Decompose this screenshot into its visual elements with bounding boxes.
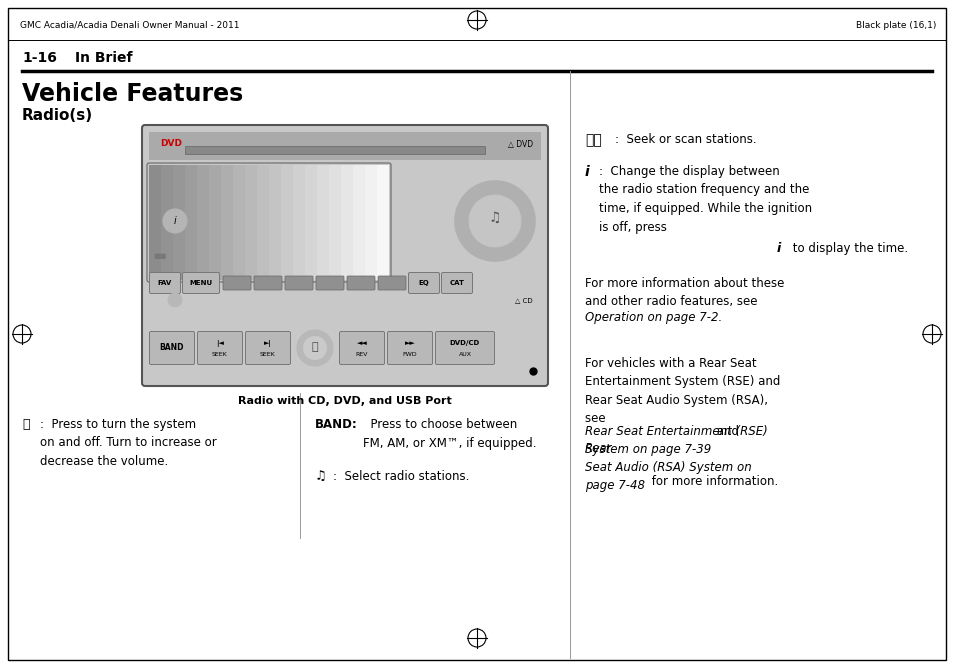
- Text: For more information about these
and other radio features, see: For more information about these and oth…: [584, 277, 783, 309]
- Bar: [233, 165, 245, 280]
- FancyBboxPatch shape: [253, 276, 282, 290]
- Text: i: i: [776, 242, 781, 255]
- Text: In Brief: In Brief: [75, 51, 132, 65]
- Bar: [221, 165, 233, 280]
- Text: ♫: ♫: [488, 211, 500, 225]
- Bar: [365, 165, 376, 280]
- Text: i: i: [173, 216, 176, 226]
- FancyBboxPatch shape: [387, 331, 432, 365]
- Text: Radio with CD, DVD, and USB Port: Radio with CD, DVD, and USB Port: [238, 396, 452, 406]
- Bar: [353, 165, 365, 280]
- Circle shape: [303, 336, 326, 359]
- Bar: [281, 165, 293, 280]
- Text: SEEK: SEEK: [260, 352, 275, 357]
- Text: Press to choose between
FM, AM, or XM™, if equipped.: Press to choose between FM, AM, or XM™, …: [363, 418, 536, 450]
- Text: EQ: EQ: [418, 280, 429, 286]
- Bar: [149, 165, 161, 280]
- FancyBboxPatch shape: [197, 331, 242, 365]
- FancyBboxPatch shape: [441, 273, 472, 293]
- Text: DVD/CD: DVD/CD: [450, 341, 479, 347]
- Bar: [185, 146, 484, 154]
- Text: Rear
Seat Audio (RSA) System on
page 7-48: Rear Seat Audio (RSA) System on page 7-4…: [584, 442, 751, 492]
- Bar: [161, 165, 172, 280]
- FancyBboxPatch shape: [223, 276, 251, 290]
- Text: ♫: ♫: [314, 470, 327, 483]
- Bar: [269, 165, 281, 280]
- Bar: [196, 165, 209, 280]
- Bar: [340, 165, 353, 280]
- Text: Vehicle Features: Vehicle Features: [22, 82, 243, 106]
- Text: ►►: ►►: [404, 341, 415, 347]
- FancyBboxPatch shape: [150, 331, 194, 365]
- Text: △ CD: △ CD: [515, 297, 533, 303]
- Bar: [245, 165, 256, 280]
- Text: FWD: FWD: [402, 352, 416, 357]
- Text: DVD: DVD: [160, 140, 182, 148]
- Text: For vehicles with a Rear Seat
Entertainment System (RSE) and
Rear Seat Audio Sys: For vehicles with a Rear Seat Entertainm…: [584, 357, 780, 426]
- Text: :  Select radio stations.: : Select radio stations.: [333, 470, 469, 483]
- Text: GMC Acadia/Acadia Denali Owner Manual - 2011: GMC Acadia/Acadia Denali Owner Manual - …: [20, 21, 239, 29]
- Text: FAV: FAV: [157, 280, 172, 286]
- Text: ⏻: ⏻: [22, 418, 30, 431]
- Text: ⏮⏭: ⏮⏭: [584, 133, 601, 147]
- FancyBboxPatch shape: [182, 273, 219, 293]
- Text: △ DVD: △ DVD: [507, 140, 533, 148]
- Circle shape: [469, 195, 520, 247]
- Bar: [185, 165, 196, 280]
- FancyBboxPatch shape: [142, 125, 547, 386]
- FancyBboxPatch shape: [377, 276, 406, 290]
- Bar: [209, 165, 221, 280]
- Text: BAND:: BAND:: [314, 418, 357, 431]
- Text: BAND: BAND: [159, 343, 184, 353]
- FancyBboxPatch shape: [347, 276, 375, 290]
- FancyBboxPatch shape: [408, 273, 439, 293]
- Text: 1-16: 1-16: [22, 51, 57, 65]
- Text: REV: REV: [355, 352, 368, 357]
- Text: :  Seek or scan stations.: : Seek or scan stations.: [615, 133, 756, 146]
- Circle shape: [168, 293, 182, 307]
- Text: :  Press to turn the system
on and off. Turn to increase or
decrease the volume.: : Press to turn the system on and off. T…: [40, 418, 216, 468]
- FancyBboxPatch shape: [435, 331, 494, 365]
- Text: Radio(s): Radio(s): [22, 108, 93, 124]
- Text: for more information.: for more information.: [647, 475, 778, 488]
- Bar: [293, 165, 305, 280]
- Text: ►|: ►|: [264, 340, 272, 347]
- Text: ◄◄: ◄◄: [356, 341, 367, 347]
- Text: i: i: [584, 165, 589, 179]
- FancyBboxPatch shape: [315, 276, 344, 290]
- Text: SEEK: SEEK: [212, 352, 228, 357]
- Text: ⏻: ⏻: [312, 342, 318, 352]
- Text: AUX: AUX: [458, 352, 471, 357]
- Text: Black plate (16,1): Black plate (16,1): [855, 21, 935, 29]
- Bar: [149, 132, 540, 160]
- Bar: [316, 165, 329, 280]
- Text: to display the time.: to display the time.: [788, 242, 907, 255]
- Text: Rear Seat Entertainment (RSE)
System on page 7-39: Rear Seat Entertainment (RSE) System on …: [584, 425, 767, 456]
- Text: Operation on page 7-2.: Operation on page 7-2.: [584, 311, 721, 324]
- FancyBboxPatch shape: [245, 331, 291, 365]
- Bar: [305, 165, 316, 280]
- Circle shape: [455, 181, 535, 261]
- Circle shape: [163, 209, 187, 233]
- Bar: [256, 165, 269, 280]
- Text: and: and: [712, 425, 742, 438]
- FancyBboxPatch shape: [285, 276, 313, 290]
- Circle shape: [296, 330, 333, 366]
- Text: |◄: |◄: [215, 340, 224, 347]
- Text: CAT: CAT: [449, 280, 464, 286]
- Text: MENU: MENU: [190, 280, 213, 286]
- FancyBboxPatch shape: [339, 331, 384, 365]
- Text: :  Change the display between
the radio station frequency and the
time, if equip: : Change the display between the radio s…: [598, 165, 811, 234]
- FancyBboxPatch shape: [150, 273, 180, 293]
- Bar: [329, 165, 340, 280]
- Bar: [172, 165, 185, 280]
- Bar: [376, 165, 389, 280]
- Text: ■■: ■■: [152, 253, 166, 259]
